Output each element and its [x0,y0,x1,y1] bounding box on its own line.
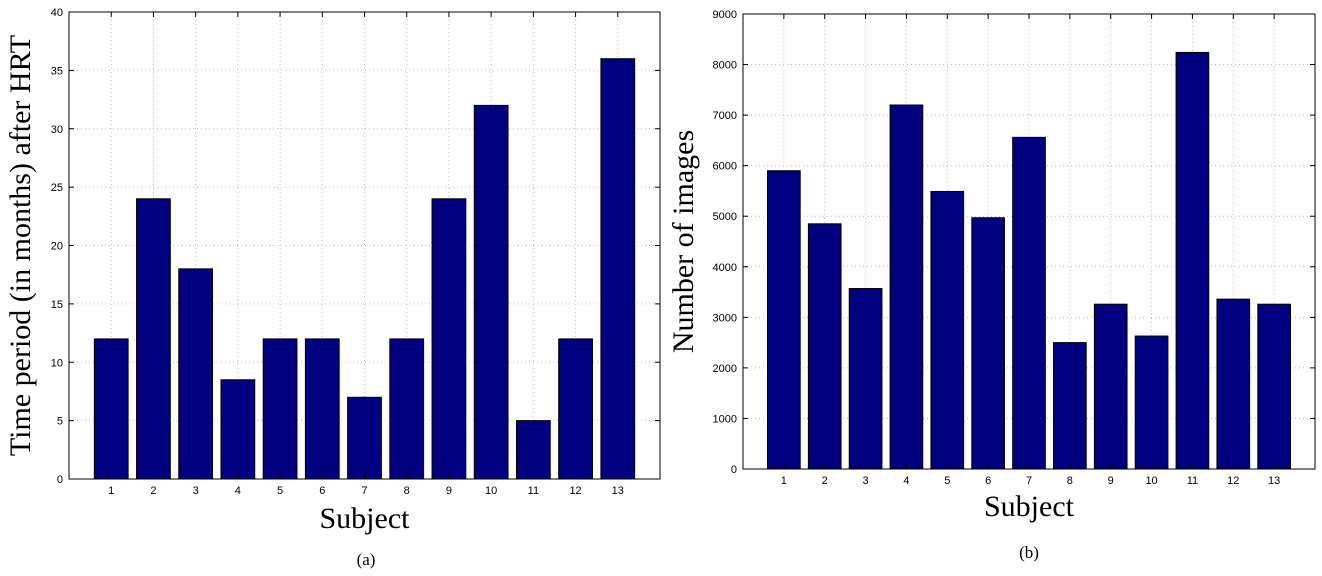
y-tick-label: 2000 [713,363,737,375]
bar-a-subject-12 [558,338,593,480]
x-tick-label: 12 [569,485,581,497]
bar-a-subject-10 [473,104,509,480]
y-tick-label: 25 [51,182,63,194]
x-tick-label: 6 [319,485,325,497]
x-tick-label: 11 [528,485,539,497]
panel-caption: (a) [357,550,376,569]
bar-b-subject-10 [1134,335,1169,470]
x-tick-label: 4 [235,485,241,497]
y-tick-label: 7000 [713,110,737,122]
bar-a-subject-6 [304,338,340,480]
bar-b-subject-4 [889,104,924,470]
y-tick-label: 1000 [713,413,737,425]
y-tick-label: 20 [51,241,63,253]
x-tick-label: 2 [150,485,156,497]
y-tick-label: 15 [51,299,63,311]
y-tick-label: 3000 [713,312,737,324]
x-axis-label: Subject [984,490,1075,523]
y-axis-label: Time period (in months) after HRT [4,35,37,456]
y-tick-label: 8000 [713,60,737,72]
y-tick-label: 35 [51,65,63,77]
bar-b-subject-2 [807,223,842,470]
x-tick-label: 8 [1067,475,1073,487]
x-tick-label: 7 [361,485,367,497]
x-tick-label: 7 [1026,475,1032,487]
y-tick-label: 0 [731,464,737,476]
x-tick-label: 1 [108,485,114,497]
x-tick-label: 10 [1145,475,1157,487]
bar-b-subject-13 [1257,303,1291,470]
bar-b-subject-7 [1012,136,1046,470]
bar-b-subject-11 [1175,51,1210,470]
y-tick-label: 10 [51,357,63,369]
y-tick-label: 4000 [713,262,737,274]
y-tick-label: 0 [57,474,63,486]
bar-b-subject-1 [767,170,801,470]
x-tick-label: 9 [1108,475,1114,487]
x-tick-label: 1 [781,475,787,487]
y-tick-label: 40 [51,7,63,19]
bar-b-subject-8 [1053,342,1087,470]
x-tick-label: 9 [446,485,452,497]
bar-a-subject-5 [262,338,298,480]
bar-a-subject-11 [515,420,551,480]
x-tick-label: 3 [863,475,869,487]
x-axis-label: Subject [320,502,411,535]
x-tick-label: 5 [277,485,283,497]
x-tick-label: 4 [903,475,909,487]
x-tick-label: 8 [404,485,410,497]
bar-b-subject-3 [848,288,883,470]
bar-a-subject-7 [347,396,382,480]
x-tick-label: 2 [822,475,828,487]
x-tick-label: 3 [193,485,199,497]
bar-a-subject-4 [220,379,256,480]
x-tick-label: 6 [985,475,991,487]
y-axis-label: Number of images [667,130,700,353]
bar-a-subject-9 [431,198,467,480]
x-tick-label: 12 [1227,475,1239,487]
y-tick-label: 30 [51,124,63,136]
panel-caption: (b) [1019,543,1039,562]
bar-b-subject-12 [1216,298,1251,470]
bar-b-subject-6 [971,217,1005,470]
y-tick-label: 9000 [713,9,737,21]
y-tick-label: 5000 [713,211,737,223]
x-tick-label: 5 [944,475,950,487]
bar-a-subject-8 [389,338,425,480]
bar-a-subject-3 [178,268,214,480]
bar-a-subject-1 [93,338,129,480]
x-tick-label: 13 [1268,475,1280,487]
x-tick-label: 10 [485,485,497,497]
y-tick-label: 6000 [713,161,737,173]
y-tick-label: 5 [57,416,63,428]
x-tick-label: 11 [1187,475,1198,487]
bar-a-subject-13 [600,58,636,480]
bar-b-subject-5 [930,190,965,470]
x-tick-label: 13 [612,485,624,497]
bar-b-subject-9 [1093,303,1128,470]
bar-a-subject-2 [136,198,171,480]
